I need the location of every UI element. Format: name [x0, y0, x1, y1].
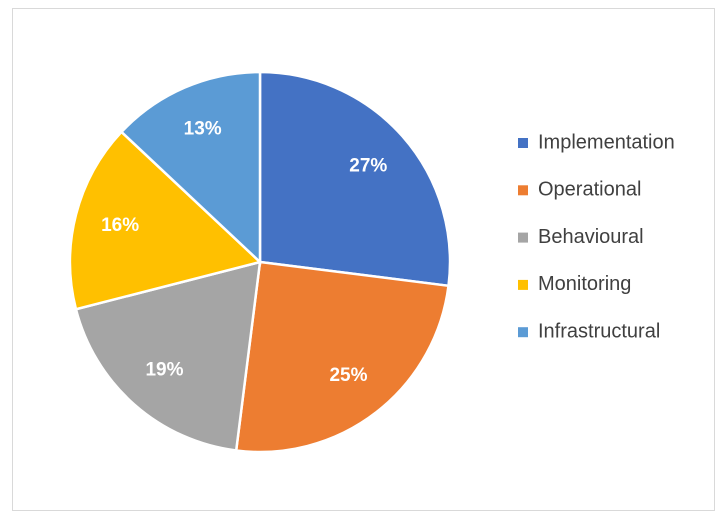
pie-slice	[119, 70, 262, 265]
legend-swatch	[518, 279, 528, 290]
legend-swatch	[518, 138, 528, 148]
pie-slice	[74, 260, 262, 452]
pie-slice	[258, 70, 452, 288]
legend-swatch	[518, 185, 528, 196]
data-label: 19%	[145, 359, 183, 380]
data-label: 27%	[349, 156, 387, 177]
data-label: 25%	[329, 365, 367, 386]
legend-label: Infrastructural	[538, 320, 660, 342]
legend-label: Monitoring	[538, 273, 631, 295]
legend-label: Implementation	[538, 131, 675, 153]
data-label: 13%	[184, 118, 222, 139]
data-label: 16%	[101, 215, 139, 236]
legend-label: Behavioural	[538, 226, 644, 248]
legend-swatch	[518, 232, 528, 243]
pie-slice	[234, 260, 450, 454]
legend-label: Operational	[538, 179, 641, 201]
legend-swatch	[518, 327, 528, 338]
pie-slice	[68, 130, 263, 311]
